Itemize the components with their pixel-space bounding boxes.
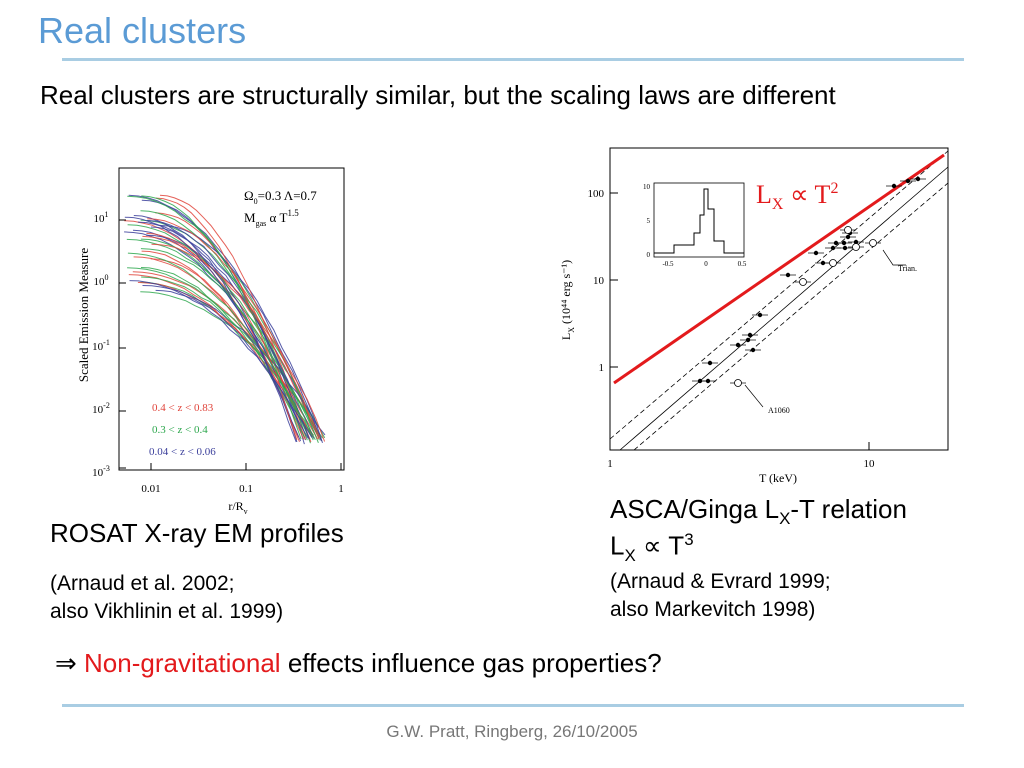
lx-t2-label: LX ∝ T2 bbox=[756, 180, 838, 213]
em-profile-curve bbox=[137, 221, 315, 439]
lt-fit-lines bbox=[609, 150, 949, 451]
lt-inset-histogram: 10 5 0 -0.5 0 0.5 bbox=[643, 182, 747, 268]
em-profile-curve bbox=[129, 280, 313, 438]
em-ytick: 100 bbox=[94, 273, 109, 288]
em-profile-curve bbox=[159, 224, 323, 443]
conclusion-highlight: Non-gravitational bbox=[84, 648, 281, 678]
em-legend-high-z: 0.4 < z < 0.83 bbox=[152, 402, 214, 414]
em-ytick: 10-1 bbox=[92, 338, 110, 353]
em-ytick: 10-2 bbox=[92, 401, 110, 416]
inset-ytick: 0 bbox=[647, 251, 651, 259]
lt-axis-ticks bbox=[610, 192, 870, 450]
inset-ytick: 5 bbox=[647, 217, 651, 225]
lt-xtick: 10 bbox=[864, 458, 876, 470]
lt-data-point bbox=[785, 272, 791, 278]
left-reference-1: (Arnaud et al. 2002; bbox=[50, 572, 235, 595]
lt-label-trian: Trian. bbox=[898, 264, 917, 273]
lt-xlabel: T (keV) bbox=[759, 471, 797, 485]
em-profile-curve bbox=[142, 235, 321, 438]
left-reference-2: also Vikhlinin et al. 1999) bbox=[50, 600, 284, 623]
em-profile-curve bbox=[146, 220, 310, 440]
lt-data-point bbox=[705, 378, 711, 384]
lt-data-point bbox=[747, 332, 753, 338]
right-reference-1: (Arnaud & Evrard 1999; bbox=[610, 570, 831, 593]
lt-data-point bbox=[735, 342, 741, 348]
inset-xtick: 0 bbox=[704, 260, 708, 268]
inset-xtick: 0.5 bbox=[738, 260, 747, 268]
lt-data-point bbox=[905, 178, 911, 184]
lt-data-point bbox=[869, 239, 877, 247]
em-xtick: 0.01 bbox=[141, 483, 160, 495]
lt-ylabel: LX (10⁴⁴ erg s⁻¹) bbox=[559, 260, 576, 340]
lt-ytick: 100 bbox=[588, 188, 605, 200]
lt-data-point bbox=[891, 183, 897, 189]
lt-data-point bbox=[734, 379, 742, 387]
bottom-divider bbox=[62, 704, 964, 707]
lt-data-point bbox=[799, 278, 807, 286]
em-profile-curve bbox=[133, 215, 297, 443]
em-profile-curve bbox=[133, 256, 313, 437]
lt-data-point bbox=[745, 337, 751, 343]
em-curves bbox=[124, 194, 326, 445]
lt-data-point bbox=[707, 360, 713, 366]
em-legend-low-z: 0.04 < z < 0.06 bbox=[149, 446, 216, 458]
em-xtick: 0.1 bbox=[239, 483, 253, 495]
implies-arrow: ⇒ bbox=[55, 648, 77, 678]
lx-t-figure: 100 10 1 1 10 T (keV) LX (10⁴⁴ erg s⁻¹) … bbox=[559, 147, 949, 485]
lx-t2-line bbox=[613, 153, 945, 385]
em-profile-curve bbox=[141, 195, 302, 440]
footer: G.W. Pratt, Ringberg, 26/10/2005 bbox=[386, 722, 638, 741]
lt-ytick: 1 bbox=[599, 362, 605, 374]
em-profile-curve bbox=[147, 218, 320, 440]
em-profile-curve bbox=[151, 243, 326, 442]
lt-data-point bbox=[852, 243, 860, 251]
lt-data-point bbox=[915, 176, 921, 182]
lt-data-point bbox=[830, 245, 836, 251]
lt-leader-lines bbox=[744, 249, 906, 408]
intro-text: Real clusters are structurally similar, … bbox=[40, 80, 836, 110]
em-axis-ticks bbox=[119, 219, 342, 470]
lt-label-a1060: A1060 bbox=[768, 406, 790, 415]
em-annotation-cosmology: Ω0=0.3 Λ=0.7 bbox=[244, 188, 317, 206]
right-relation: LX ∝ T3 bbox=[610, 530, 694, 565]
lt-data-point bbox=[820, 260, 826, 266]
lt-data-point bbox=[829, 259, 837, 267]
em-profiles-figure: Scaled Emission Measure 101 100 10-1 10-… bbox=[76, 167, 345, 516]
em-legend-mid-z: 0.3 < z < 0.4 bbox=[152, 424, 208, 436]
lt-data-points bbox=[692, 176, 926, 387]
em-ytick: 101 bbox=[94, 210, 109, 225]
em-annotation-scaling: Mgas α T1.5 bbox=[244, 208, 299, 228]
em-profile-curve bbox=[150, 258, 305, 440]
lt-ytick: 10 bbox=[593, 275, 605, 287]
right-caption: ASCA/Ginga LX-T relation bbox=[610, 494, 907, 529]
left-caption: ROSAT X-ray EM profiles bbox=[50, 518, 344, 548]
lt-data-point bbox=[813, 250, 819, 256]
lt-data-point bbox=[841, 240, 847, 246]
lt-xtick: 1 bbox=[607, 458, 613, 470]
lt-data-point bbox=[750, 347, 756, 353]
lt-data-point bbox=[845, 234, 851, 240]
conclusion-text: effects influence gas properties? bbox=[280, 648, 662, 678]
lt-data-point bbox=[842, 245, 848, 251]
inset-ytick: 10 bbox=[643, 183, 651, 191]
em-ylabel: Scaled Emission Measure bbox=[76, 248, 91, 383]
em-profile-curve bbox=[124, 216, 302, 442]
inset-xtick: -0.5 bbox=[662, 260, 674, 268]
lt-data-point bbox=[844, 226, 852, 234]
top-divider bbox=[62, 58, 964, 61]
em-ytick: 10-3 bbox=[92, 464, 110, 479]
conclusion: ⇒ Non-gravitational effects influence ga… bbox=[55, 648, 662, 679]
em-profile-curve bbox=[159, 194, 306, 440]
em-xtick: 1 bbox=[338, 483, 344, 495]
em-xlabel: r/Rv bbox=[228, 499, 247, 516]
lt-data-point bbox=[757, 312, 763, 318]
right-reference-2: also Markevitch 1998) bbox=[610, 598, 816, 621]
slide-title: Real clusters bbox=[38, 10, 247, 51]
